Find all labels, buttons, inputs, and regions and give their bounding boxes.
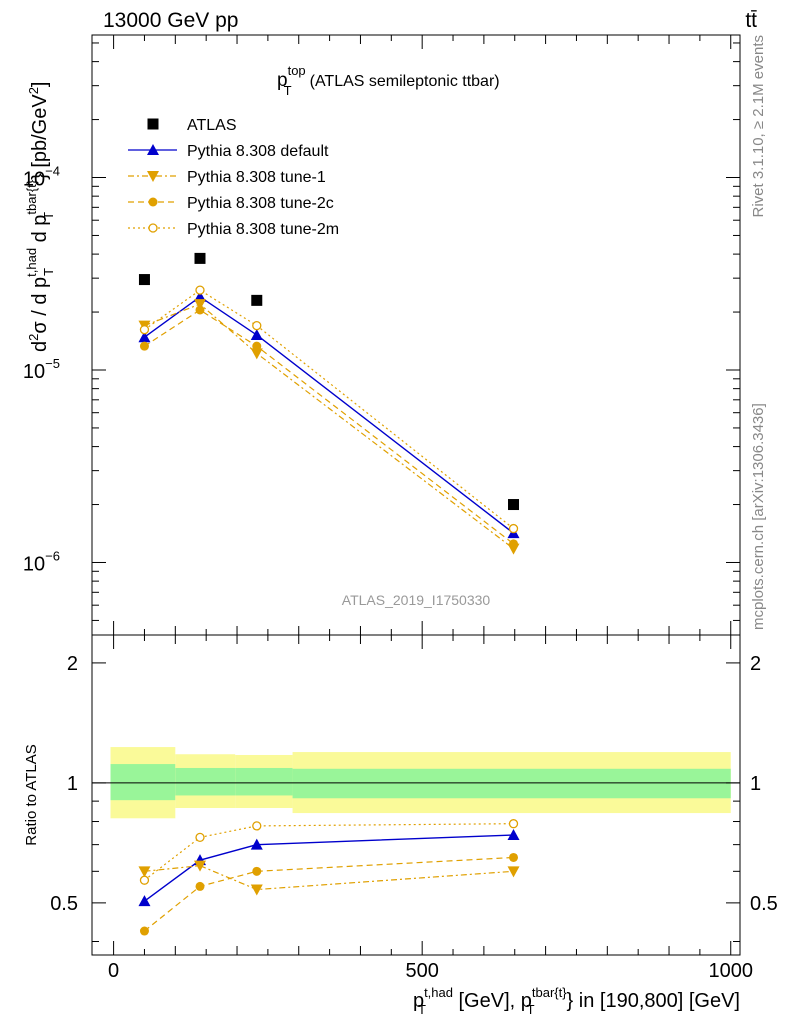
point-tune2m [195, 285, 205, 295]
legend-label: Pythia 8.308 tune-1 [187, 169, 326, 186]
point-tune2c [195, 305, 205, 315]
ratio-panel-frame [91, 634, 741, 956]
legend-marker-default [147, 144, 159, 155]
ratio-line-tune2m [144, 823, 514, 881]
x-tick-label: 0 [108, 960, 119, 982]
rivet-label: Rivet 3.1.10, ≥ 2.1M events [750, 35, 767, 218]
point-default [250, 328, 263, 340]
point-tune2m [139, 325, 150, 335]
ratio-point-tune2m [195, 832, 205, 843]
header-process-label: tt̄ [745, 9, 757, 32]
ratio-line-tune1 [144, 865, 514, 891]
ratio-point-tune1 [138, 866, 151, 878]
band-inner [235, 767, 293, 796]
ratio-line-tune2c [144, 856, 514, 932]
point-atlas [194, 252, 206, 264]
ratio-point-tune2c [139, 926, 149, 936]
point-tune2m [252, 320, 262, 331]
legend-marker-tune2c [148, 197, 158, 207]
point-atlas [251, 294, 263, 306]
legend-label: ATLAS [187, 117, 237, 134]
ratio-point-tune1 [250, 884, 263, 896]
ratio-y-tick-label-left: 1 [67, 773, 78, 795]
ratio-point-tune2m [252, 821, 262, 831]
ratio-y-tick-label-left: 2 [67, 653, 78, 675]
series-line-default [144, 295, 514, 534]
band-inner [292, 768, 731, 799]
ratio-point-tune2m [508, 819, 519, 829]
legend-label: Pythia 8.308 tune-2c [187, 195, 334, 212]
mcplots-label: mcplots.cern.ch [arXiv:1306.3436] [750, 403, 767, 630]
ratio-point-tune2m [139, 875, 150, 885]
point-tune2c [139, 341, 149, 351]
ratio-point-tune2c [509, 852, 519, 862]
legend-marker-tune1 [147, 171, 159, 182]
legend-marker-atlas [147, 118, 159, 130]
ratio-point-default [250, 838, 263, 850]
x-axis-label: pt,had T [GeV], ptbar{t} T} in [190,800] [… [413, 985, 740, 1017]
x-tick-label: 500 [405, 960, 438, 982]
point-tune2c [252, 341, 262, 351]
ratio-y-tick-label-right: 0.5 [750, 893, 778, 915]
ratio-y-tick-label-right: 1 [750, 773, 761, 795]
series-line-tune1 [144, 303, 514, 550]
legend-label: Pythia 8.308 default [187, 143, 329, 160]
series-line-tune2c [144, 309, 514, 545]
point-tune1 [194, 299, 206, 311]
header-energy-label: 13000 GeV pp [103, 9, 238, 32]
point-tune2m [508, 523, 519, 534]
point-default [194, 290, 206, 302]
point-tune2c [509, 539, 519, 549]
band-inner [110, 764, 176, 801]
ratio-point-default [138, 895, 151, 907]
data-series [138, 252, 520, 936]
ratio-uncertainty-bands [92, 747, 740, 819]
series-line-tune2m [144, 289, 514, 530]
ratio-y-tick-label-left: 0.5 [50, 893, 78, 915]
analysis-watermark: ATLAS_2019_I1750330 [342, 592, 491, 608]
point-tune1 [250, 348, 263, 360]
ratio-point-tune1 [194, 860, 206, 872]
ratio-point-tune2c [252, 866, 262, 876]
top-y-axis-label: d2σ / d pt,had T d ptbar{t}T} [pb/GeV2] [24, 82, 56, 353]
ratio-point-tune2c [195, 881, 205, 891]
ratio-line-default [144, 834, 514, 902]
band-inner [175, 767, 236, 796]
x-tick-label: 1000 [708, 960, 753, 982]
top-y-tick-label: 10−4 [23, 164, 60, 191]
legend: ATLAS Pythia 8.308 default Pythia 8.308 tu… [128, 117, 339, 238]
point-atlas [138, 274, 150, 286]
top-y-tick-label: 10−6 [23, 548, 60, 575]
ratio-y-tick-label-right: 2 [750, 653, 761, 675]
plot-title: ptop T(ATLAS semileptonic ttbar) [277, 63, 500, 98]
ratio-point-default [507, 829, 520, 841]
legend-label: Pythia 8.308 tune-2m [187, 221, 339, 238]
axis-ticks: 10−4 10−5 10−6 2 2 1 1 0.5 0.5 0 500 1000 [23, 35, 778, 982]
point-default [138, 331, 151, 343]
ratio-y-axis-label: Ratio to ATLAS [23, 744, 40, 845]
ratio-point-tune1 [507, 866, 520, 878]
top-y-tick-label: 10−5 [23, 356, 60, 383]
point-atlas [508, 499, 520, 511]
legend-marker-tune2m [148, 223, 158, 233]
